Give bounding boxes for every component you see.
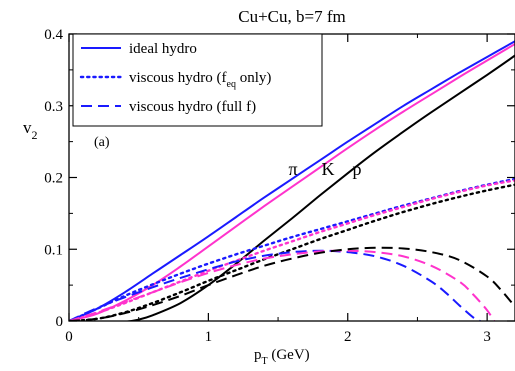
particle-label-pion: π xyxy=(288,159,297,179)
legend-label-feq-suffix: only) xyxy=(236,70,271,86)
panel-label: (a) xyxy=(94,135,110,150)
legend-label-feq: viscous hydro (feq only) xyxy=(129,70,271,90)
legend-label-feq-sub: eq xyxy=(227,79,236,90)
series-line-kaon-dotted xyxy=(69,179,515,321)
x-axis-label-unit: (GeV) xyxy=(268,347,310,363)
x-tick-label: 3 xyxy=(483,329,491,345)
series-line-proton-dashed xyxy=(69,246,515,321)
legend-label-full-f: viscous hydro (full f) xyxy=(129,99,256,115)
y-tick-label: 0.3 xyxy=(44,99,63,115)
x-axis-label: pT (GeV) xyxy=(254,347,310,367)
series-line-kaon-solid xyxy=(69,43,515,321)
y-tick-label: 0 xyxy=(56,314,64,330)
x-axis-label-sub: T xyxy=(262,356,268,367)
y-tick-label: 0.1 xyxy=(44,242,63,258)
particle-labels: π K p xyxy=(288,159,361,179)
x-tick-label: 1 xyxy=(205,329,213,345)
y-tick-label: 0.4 xyxy=(44,27,63,43)
series-line-pion-solid xyxy=(69,40,515,321)
legend-label-feq-prefix: viscous hydro (f xyxy=(129,70,227,86)
particle-label-proton: p xyxy=(353,159,362,179)
legend: ideal hydro viscous hydro (feq only) vis… xyxy=(72,33,323,127)
y-axis-label-sub: 2 xyxy=(32,128,38,142)
chart-title: Cu+Cu, b=7 fm xyxy=(238,7,346,26)
y-axis-label-main: v xyxy=(23,118,32,137)
legend-box xyxy=(72,33,323,127)
series-line-pion-dashed xyxy=(69,249,481,321)
y-axis-label: v2 xyxy=(23,118,38,142)
series-layer xyxy=(69,40,515,321)
series-line-kaon-dashed xyxy=(69,249,495,321)
y-tick-label: 0.2 xyxy=(44,171,63,187)
series-line-proton-solid xyxy=(69,54,515,321)
series-line-proton-dotted xyxy=(69,183,515,321)
x-tick-label: 2 xyxy=(344,329,352,345)
x-tick-label: 0 xyxy=(65,329,73,345)
legend-label-ideal: ideal hydro xyxy=(129,41,197,57)
x-axis-label-main: p xyxy=(254,347,262,363)
particle-label-kaon: K xyxy=(322,159,335,179)
